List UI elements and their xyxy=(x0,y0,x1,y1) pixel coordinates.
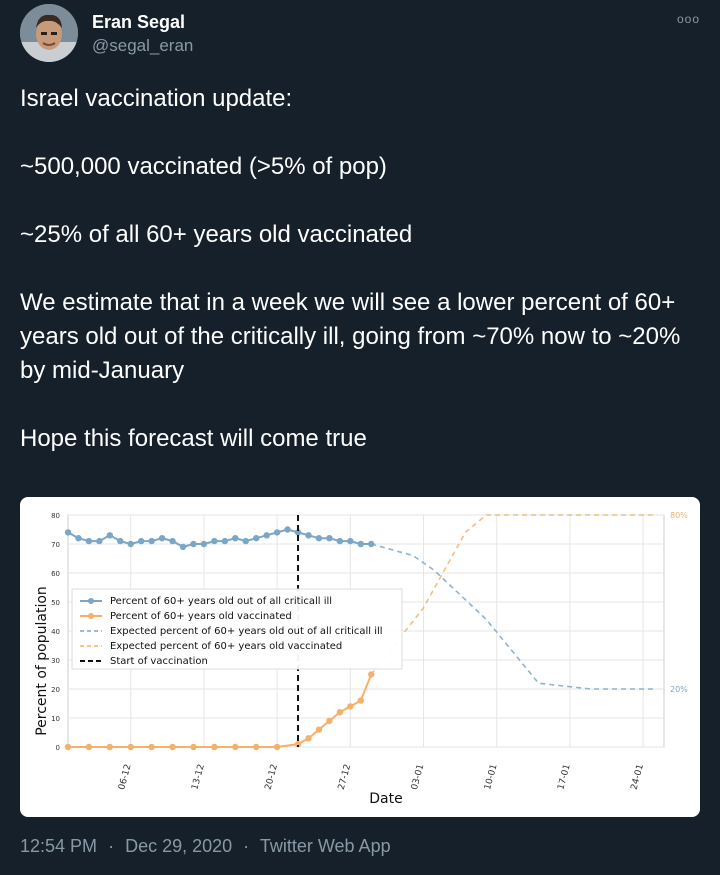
data-point xyxy=(263,532,270,539)
data-point xyxy=(221,537,229,545)
y-tick-label: 60 xyxy=(51,570,60,578)
x-tick-label: 24-01 xyxy=(630,763,646,791)
data-point xyxy=(273,743,281,751)
y-tick-label: 80 xyxy=(51,512,60,520)
tweet-time[interactable]: 12:54 PM xyxy=(20,836,98,856)
data-point xyxy=(315,726,323,733)
separator: · xyxy=(243,836,250,856)
annotation-80: 80% xyxy=(670,511,688,520)
data-point xyxy=(200,540,208,548)
legend-label: Percent of 60+ years old vaccinated xyxy=(110,611,292,622)
y-axis-label: Percent of population xyxy=(34,586,50,736)
avatar[interactable] xyxy=(20,4,78,62)
data-point xyxy=(106,532,114,539)
y-tick-label: 30 xyxy=(51,657,60,665)
y-tick-label: 10 xyxy=(51,715,60,723)
legend-label: Percent of 60+ years old out of all crit… xyxy=(110,596,332,607)
data-point xyxy=(85,537,93,545)
user-handle[interactable]: @segal_eran xyxy=(92,36,194,55)
data-point xyxy=(64,529,72,536)
annotation-20: 20% xyxy=(670,685,688,694)
data-point xyxy=(64,743,72,751)
data-point xyxy=(106,743,114,751)
data-point xyxy=(232,535,239,542)
data-point xyxy=(347,703,354,710)
data-point xyxy=(117,537,124,545)
x-tick-label: 03-01 xyxy=(410,763,426,791)
legend-label: Start of vaccination xyxy=(110,656,208,667)
tweet-date[interactable]: Dec 29, 2020 xyxy=(125,836,233,856)
data-point xyxy=(137,537,145,545)
separator: · xyxy=(108,836,115,856)
data-point xyxy=(232,743,239,751)
y-tick-label: 50 xyxy=(51,599,60,607)
display-name[interactable]: Eran Segal xyxy=(92,12,186,32)
data-point xyxy=(336,709,344,716)
x-tick-label: 06-12 xyxy=(117,763,133,791)
legend-label: Expected percent of 60+ years old out of… xyxy=(110,626,383,637)
tweet-text: Israel vaccination update: ~500,000 vacc… xyxy=(20,85,681,452)
more-options-icon[interactable]: ooo xyxy=(676,12,700,26)
x-tick-label: 10-01 xyxy=(483,763,499,791)
x-axis-label: Date xyxy=(369,791,402,807)
avatar-photo xyxy=(20,4,78,62)
series-dashed-line xyxy=(370,514,654,675)
data-point xyxy=(326,535,333,542)
legend-swatch-marker xyxy=(88,598,94,604)
data-point xyxy=(326,717,333,725)
data-point xyxy=(294,529,302,536)
data-point xyxy=(305,532,312,539)
data-point xyxy=(190,540,197,548)
legend-label: Expected percent of 60+ years old vaccin… xyxy=(110,641,342,652)
data-point xyxy=(357,540,364,548)
data-point xyxy=(347,537,354,545)
x-tick-label: 20-12 xyxy=(264,763,280,791)
data-point xyxy=(127,540,134,548)
data-point xyxy=(336,537,344,545)
x-tick-label: 17-01 xyxy=(556,763,572,791)
data-point xyxy=(253,535,260,542)
data-point xyxy=(75,535,82,542)
legend-swatch-marker xyxy=(88,613,94,619)
data-point xyxy=(96,537,103,545)
vaccination-chart: 0 10 20 30 40 50 60 70 80 06-12 13-12 20-12 27-12 03-… xyxy=(34,511,688,807)
x-tick-label: 27-12 xyxy=(337,763,353,791)
data-point xyxy=(85,743,93,751)
data-point xyxy=(148,743,155,751)
tweet-timestamp: 12:54 PM · Dec 29, 2020 · Twitter Web Ap… xyxy=(20,836,391,857)
y-tick-label: 40 xyxy=(51,628,60,636)
data-point xyxy=(158,535,166,542)
data-point xyxy=(190,743,197,751)
data-point xyxy=(284,526,291,533)
data-point xyxy=(357,697,364,704)
data-point xyxy=(273,529,281,536)
data-point xyxy=(305,735,312,742)
chart-image[interactable]: 0 10 20 30 40 50 60 70 80 06-12 13-12 20-12 27-12 03-… xyxy=(20,497,700,817)
data-point xyxy=(368,540,375,548)
data-point xyxy=(169,743,176,751)
data-point xyxy=(179,543,187,551)
y-tick-label: 20 xyxy=(51,686,60,694)
data-point xyxy=(169,537,176,545)
y-tick-label: 0 xyxy=(56,744,60,752)
data-point xyxy=(253,743,260,751)
tweet-header: Eran Segal @segal_eran ooo xyxy=(20,4,700,62)
tweet-source[interactable]: Twitter Web App xyxy=(259,836,391,856)
data-point xyxy=(242,537,249,545)
data-point xyxy=(211,743,218,751)
legend-box xyxy=(71,588,403,670)
data-point xyxy=(211,537,218,545)
y-tick-label: 70 xyxy=(51,541,60,549)
x-tick-label: 13-12 xyxy=(190,763,206,791)
data-point xyxy=(294,740,302,748)
data-point xyxy=(315,535,323,542)
data-point xyxy=(148,537,155,545)
data-point xyxy=(127,743,134,751)
